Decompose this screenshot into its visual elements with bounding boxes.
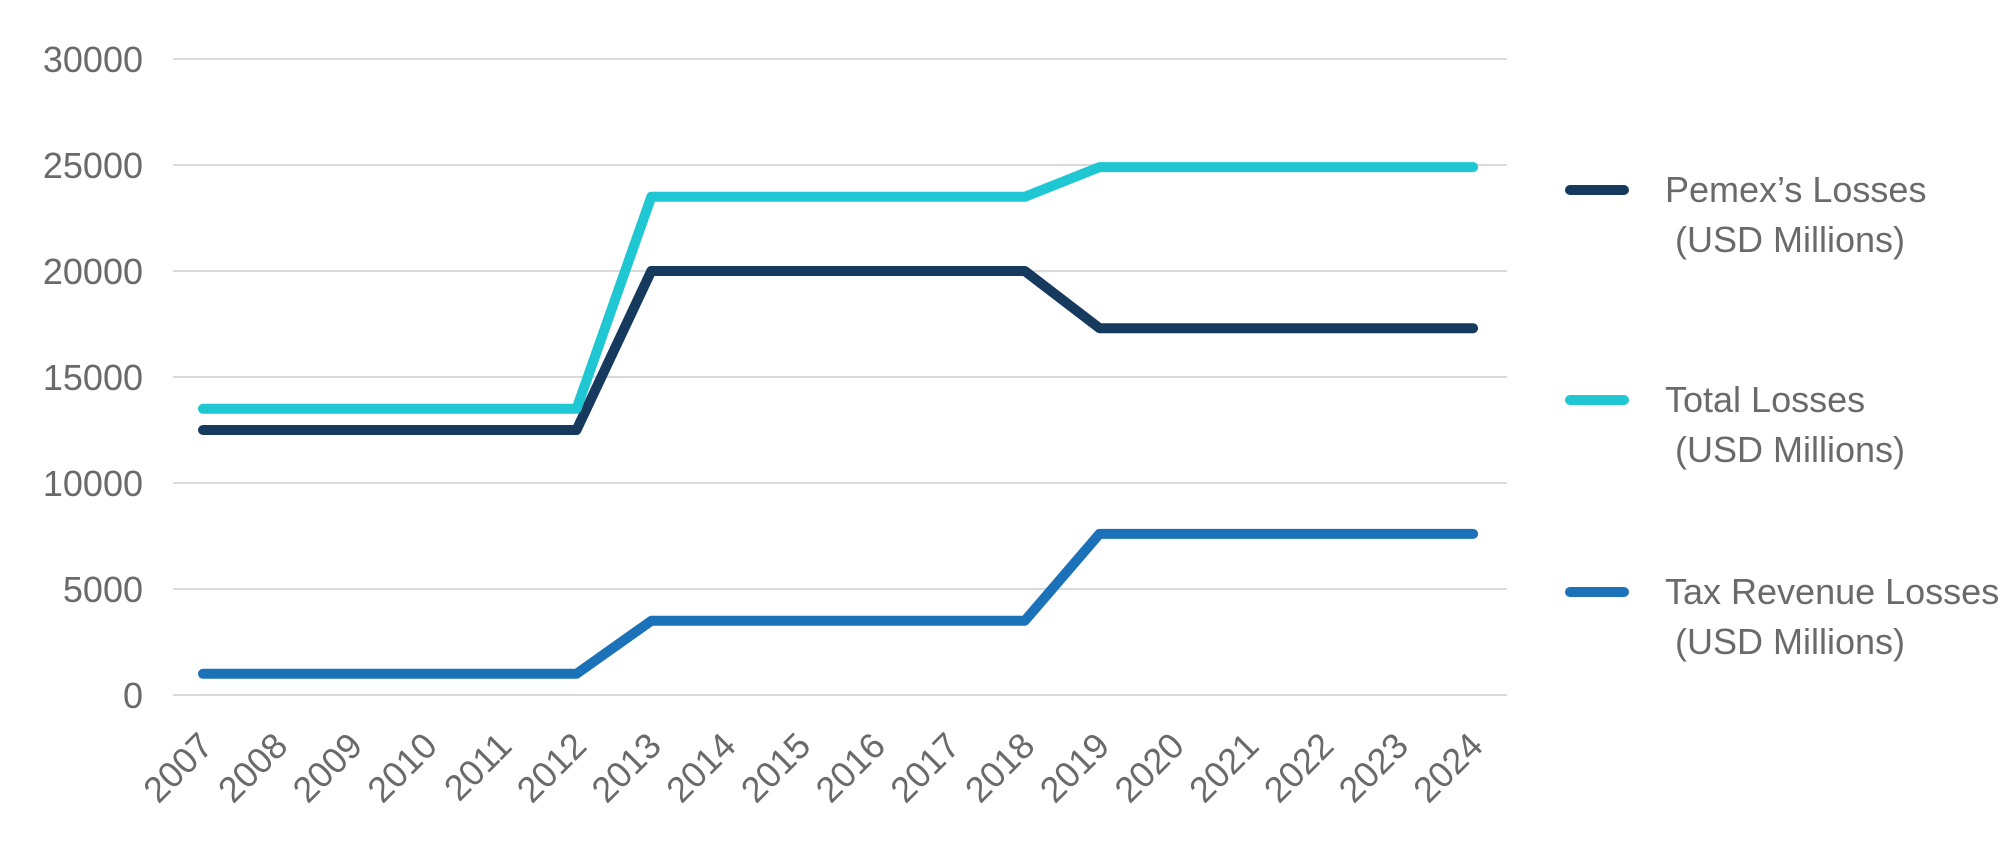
- x-tick-label: 2014: [658, 725, 744, 811]
- x-tick-label: 2009: [284, 725, 370, 811]
- legend-entry-tax-revenue-losses: Tax Revenue Losses (USD Millions): [1565, 567, 1999, 667]
- legend-label: Pemex’s Losses: [1665, 169, 1927, 210]
- y-tick-label: 15000: [43, 357, 143, 398]
- legend-entry-pemex-losses: Pemex’s Losses (USD Millions): [1565, 165, 1999, 265]
- x-tick-label: 2012: [509, 725, 595, 811]
- legend-swatch-total-losses: [1565, 395, 1629, 405]
- legend-sublabel: (USD Millions): [1675, 219, 1906, 260]
- y-tick-label: 30000: [43, 39, 143, 80]
- x-tick-label: 2017: [882, 725, 968, 811]
- legend-swatch-pemex-losses: [1565, 185, 1629, 195]
- y-tick-label: 10000: [43, 463, 143, 504]
- legend-swatch-tax-revenue-losses: [1565, 587, 1629, 597]
- x-tick-label: 2024: [1405, 725, 1491, 811]
- legend-text-tax-revenue-losses: Tax Revenue Losses (USD Millions): [1665, 567, 1999, 667]
- legend-label: Tax Revenue Losses: [1665, 571, 2000, 612]
- x-tick-label: 2019: [1032, 725, 1118, 811]
- y-tick-label: 0: [123, 675, 143, 716]
- series-line-total-losses: [198, 162, 1479, 414]
- legend-sublabel: (USD Millions): [1675, 429, 1906, 470]
- legend-text-pemex-losses: Pemex’s Losses (USD Millions): [1665, 165, 1926, 265]
- x-tick-label: 2007: [135, 725, 221, 811]
- x-tick-label: 2015: [733, 725, 819, 811]
- series-line-tax-revenue-losses: [198, 528, 1479, 679]
- x-tick-label: 2021: [1181, 725, 1267, 811]
- series-line-pemex-s-losses: [198, 266, 1479, 435]
- legend: Pemex’s Losses (USD Millions) Total Loss…: [1565, 165, 1999, 667]
- x-tick-label: 2013: [583, 725, 669, 811]
- y-tick-label: 25000: [43, 145, 143, 186]
- y-tick-label: 5000: [63, 569, 143, 610]
- legend-entry-total-losses: Total Losses (USD Millions): [1565, 375, 1999, 475]
- legend-label: Total Losses: [1665, 379, 1866, 420]
- x-tick-label: 2018: [957, 725, 1043, 811]
- x-tick-label: 2008: [210, 725, 296, 811]
- legend-sublabel: (USD Millions): [1675, 621, 1906, 662]
- x-tick-label: 2011: [436, 725, 520, 809]
- x-tick-label: 2022: [1256, 725, 1342, 811]
- x-tick-label: 2010: [359, 725, 445, 811]
- x-tick-label: 2023: [1330, 725, 1416, 811]
- legend-text-total-losses: Total Losses (USD Millions): [1665, 375, 1905, 475]
- y-tick-label: 20000: [43, 251, 143, 292]
- x-tick-label: 2016: [807, 725, 893, 811]
- x-tick-label: 2020: [1106, 725, 1192, 811]
